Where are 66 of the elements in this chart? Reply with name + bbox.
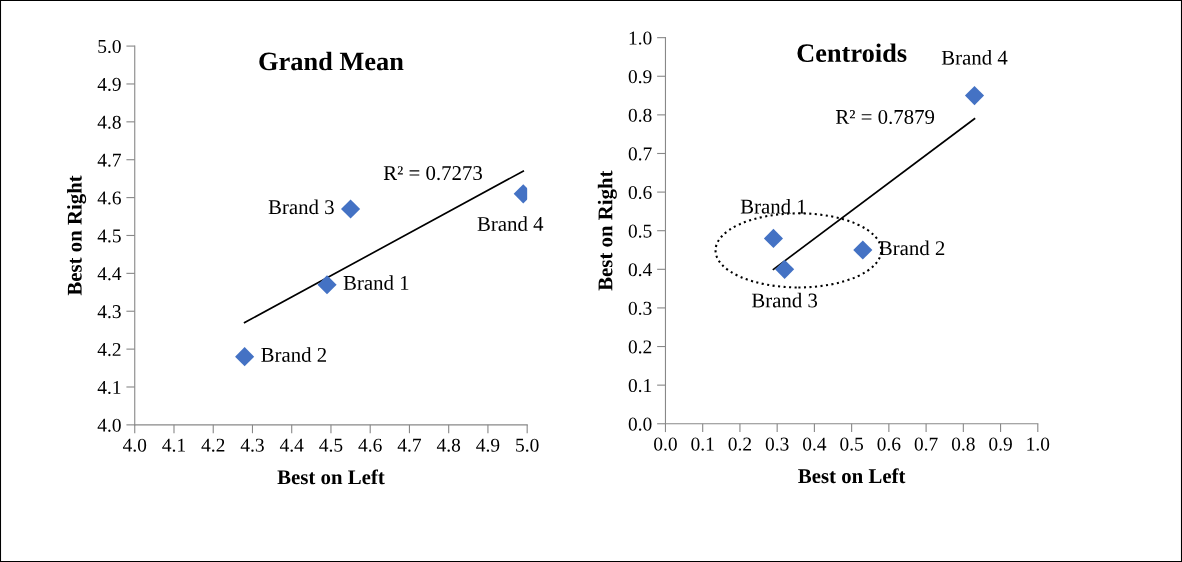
annotation: R² = 0.7879 [835,109,935,125]
y-tick-label: 5.0 [98,39,121,54]
y-tick-label: 4.2 [97,342,121,357]
x-tick-label: 5.0 [516,438,539,452]
y-tick-label: 4.7 [97,153,121,167]
x-tick-label: 4.1 [162,438,185,452]
y-tick-label: 0.6 [628,185,652,200]
annotation: Brand 3 [751,292,818,308]
y-tick-label: 0.5 [628,224,652,238]
y-tick-label: 4.1 [97,380,121,395]
y-tick-label: 0.1 [628,378,652,393]
x-tick-label: 0.6 [877,437,901,451]
x-tick-label: 0.0 [654,437,677,451]
chart-title: Centroids [797,43,907,63]
x-tick-label: 4.5 [319,438,343,452]
point [853,240,873,260]
annotation: Brand 2 [879,240,945,256]
x-tick-label: 4.4 [279,438,304,452]
chart-title: Grand Mean [259,51,404,71]
annotation: Brand 2 [261,347,327,362]
y-tick-label: 4.4 [97,267,122,281]
y-tick-label: 4.0 [97,418,121,432]
x-tick-label: 4.3 [240,438,264,452]
annotation: Brand 3 [268,199,334,215]
point [341,199,361,219]
y-tick-label: 0.0 [628,417,652,431]
y-tick-label: 4.6 [97,191,121,205]
x-axis-title: Best on Left [798,468,906,484]
point [964,86,985,106]
y-tick-label: 0.4 [628,263,652,277]
point [317,275,337,295]
y-tick-label: 4.5 [97,229,121,243]
x-tick-label: 0.9 [989,437,1012,451]
x-tick-label: 4.7 [397,438,422,452]
annotation: Brand 4 [477,216,544,232]
y-tick-label: 4.9 [97,77,121,91]
x-tick-label: 4.0 [122,438,147,452]
x-tick-label: 0.1 [691,437,714,451]
x-tick-label: 0.5 [840,437,864,451]
x-tick-label: 0.3 [765,437,789,451]
x-tick-label: 4.2 [201,438,225,452]
y-axis-title: Best on Right [67,175,87,296]
point [775,259,795,279]
point [763,228,784,248]
point [235,347,255,367]
x-tick-label: 4.8 [436,438,461,452]
y-tick-label: 0.3 [628,301,652,315]
x-tick-label: 0.8 [951,437,975,451]
y-tick-label: 0.8 [628,108,652,122]
x-tick-label: 0.4 [802,437,827,451]
y-tick-label: 1.0 [629,31,652,45]
y-tick-label: 4.8 [97,115,121,129]
annotation: R² = 0.7273 [383,166,482,181]
y-tick-label: 0.9 [628,70,652,84]
y-tick-label: 0.2 [628,340,652,354]
x-axis-title: Best on Left [277,469,385,485]
x-tick-label: 0.7 [914,437,938,451]
x-tick-label: 4.9 [476,438,500,452]
x-tick-label: 4.6 [358,438,382,452]
y-tick-label: 4.3 [97,305,121,319]
annotation: Brand 4 [941,50,1008,65]
x-tick-label: 0.2 [728,437,752,451]
y-tick-label: 0.7 [628,147,652,161]
x-tick-label: 1.0 [1027,437,1050,451]
y-axis-title: Best on Right [597,170,617,291]
annotation: Brand 1 [343,275,409,290]
